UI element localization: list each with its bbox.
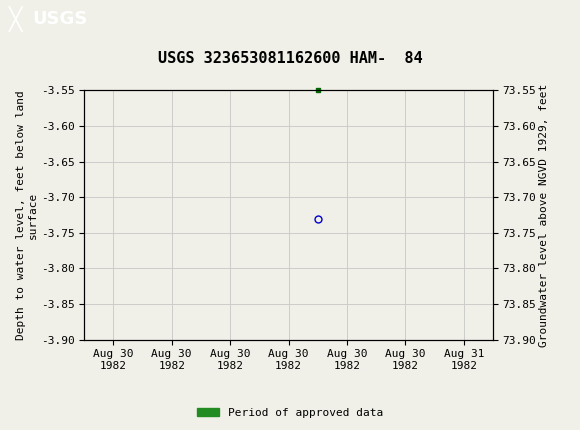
- Text: USGS 323653081162600 HAM-  84: USGS 323653081162600 HAM- 84: [158, 51, 422, 65]
- Text: ╳: ╳: [9, 6, 22, 32]
- Y-axis label: Groundwater level above NGVD 1929, feet: Groundwater level above NGVD 1929, feet: [539, 83, 549, 347]
- Legend: Period of approved data: Period of approved data: [193, 403, 387, 422]
- Y-axis label: Depth to water level, feet below land
surface: Depth to water level, feet below land su…: [16, 90, 38, 340]
- Text: USGS: USGS: [32, 10, 87, 28]
